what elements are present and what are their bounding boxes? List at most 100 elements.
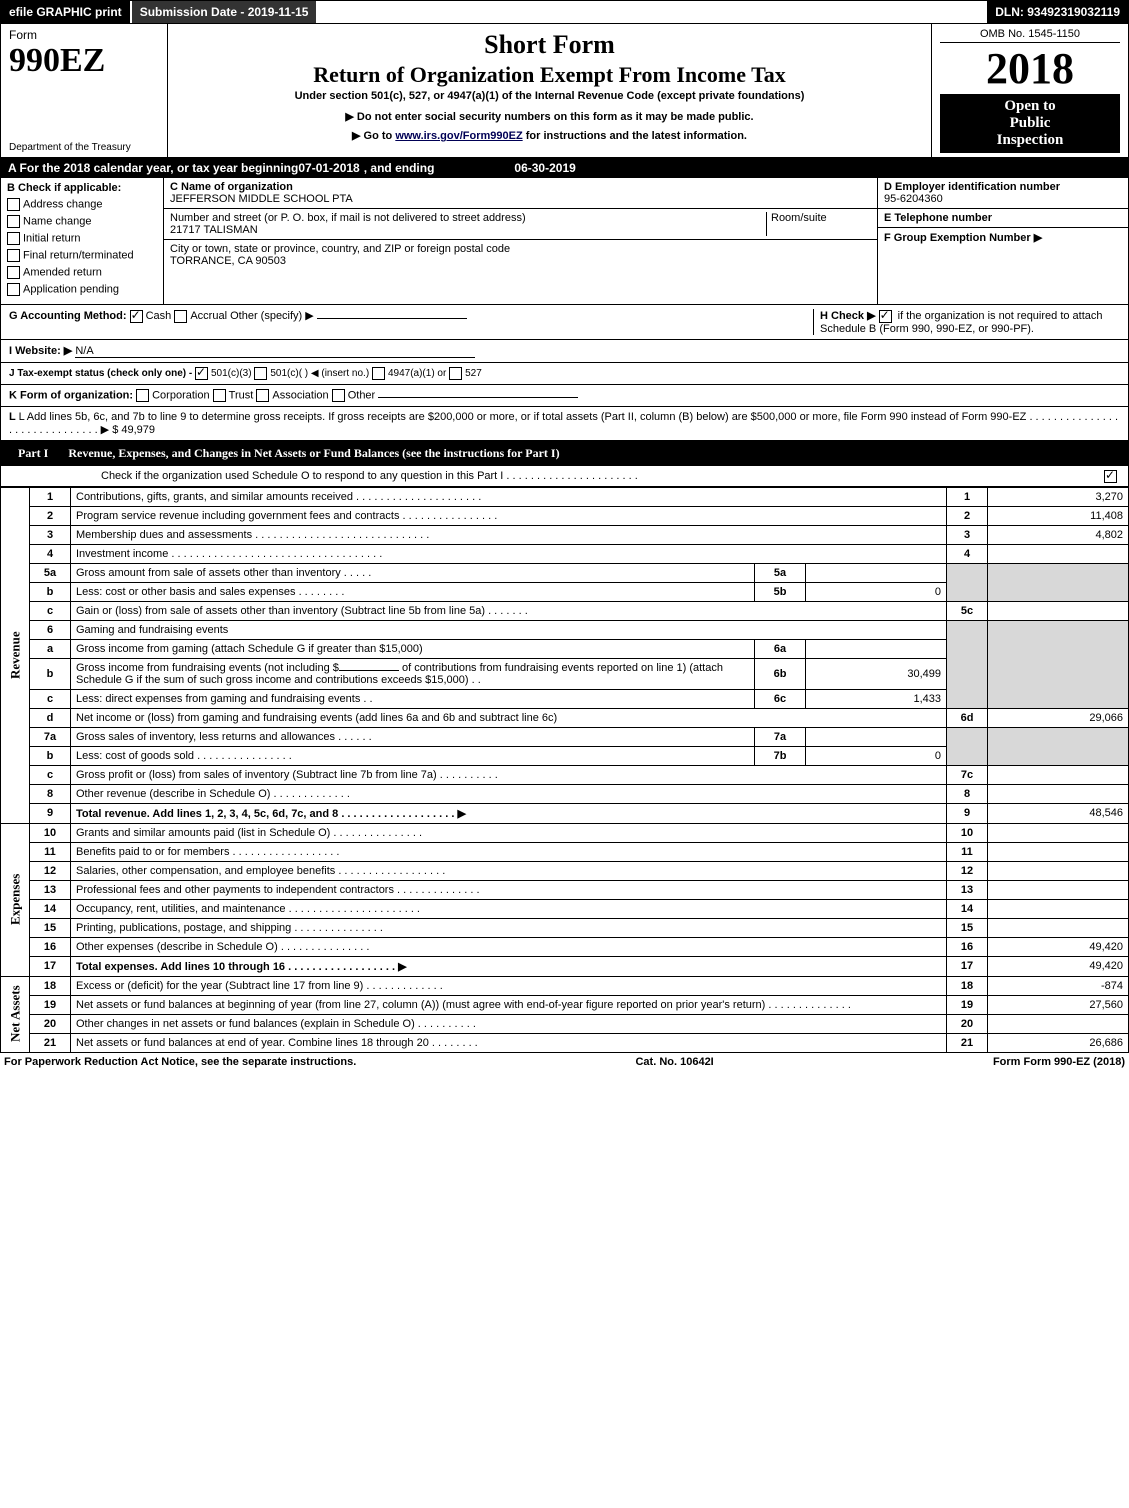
website-row: I Website: ▶ N/A [0,340,1129,363]
phone-row: E Telephone number [878,209,1128,228]
e-label: E Telephone number [884,212,992,224]
assoc-label: Association [272,389,328,401]
h-label: H Check ▶ [820,310,876,322]
row-15: 15Printing, publications, postage, and s… [1,918,1129,937]
period-mid: , and ending [360,161,515,175]
cb-4947[interactable] [372,367,385,380]
part1-header: Part I Revenue, Expenses, and Changes in… [0,441,1129,466]
cb-name[interactable]: Name change [7,215,157,228]
527-label: 527 [465,368,482,379]
cb-final[interactable]: Final return/terminated [7,249,157,262]
irs-link[interactable]: www.irs.gov/Form990EZ [395,130,522,142]
row-7a: 7aGross sales of inventory, less returns… [1,727,1129,746]
org-city: TORRANCE, CA 90503 [170,255,286,267]
row-16: 16Other expenses (describe in Schedule O… [1,937,1129,956]
group-exempt-row: F Group Exemption Number ▶ [878,228,1128,247]
period-begin: 07-01-2018 [298,161,359,175]
501c-label: 501(c)( ) ◀ (insert no.) [270,368,369,379]
open2: Public [944,115,1116,132]
ein-value: 95-6204360 [884,193,943,205]
schedo-note: Check if the organization used Schedule … [101,470,638,482]
l-row: L L Add lines 5b, 6c, and 7b to line 9 t… [0,407,1129,441]
open-public: Open to Public Inspection [940,94,1120,153]
cb-assoc[interactable] [256,389,269,402]
f-label: F Group Exemption Number ▶ [884,232,1042,244]
footer-mid: Cat. No. 10642I [635,1056,713,1068]
row-6: 6Gaming and fundraising events [1,620,1129,639]
cb-initial[interactable]: Initial return [7,232,157,245]
i-label: I Website: ▶ [9,345,72,357]
addr-label: Number and street (or P. O. box, if mail… [170,212,526,224]
website-value: N/A [75,345,93,357]
city-label: City or town, state or province, country… [170,243,510,255]
org-name-row: C Name of organization JEFFERSON MIDDLE … [164,178,877,209]
footer-right: Form Form 990-EZ (2018) [993,1056,1125,1068]
cb-other[interactable] [332,389,345,402]
main-title: Return of Organization Exempt From Incom… [176,62,923,88]
revenue-side: Revenue [1,487,30,823]
ssn-note: ▶ Do not enter social security numbers o… [176,110,923,123]
cb-schedb[interactable] [879,310,892,323]
info-grid: B Check if applicable: Address change Na… [0,178,1129,305]
dept-label: Department of the Treasury [9,142,131,153]
g-label: G Accounting Method: [9,310,127,322]
row-3: 3Membership dues and assessments . . . .… [1,525,1129,544]
cb-501c3[interactable] [195,367,208,380]
cb-corp[interactable] [136,389,149,402]
dln-label: DLN: 93492319032119 [987,1,1128,23]
cb-amended[interactable]: Amended return [7,266,157,279]
part1-checknote: Check if the organization used Schedule … [0,466,1129,487]
accrual-label: Accrual [190,310,227,322]
k-label: K Form of organization: [9,389,133,401]
row-20: 20Other changes in net assets or fund ba… [1,1014,1129,1033]
row-1: Revenue 1 Contributions, gifts, grants, … [1,487,1129,506]
501c3-label: 501(c)(3) [211,368,252,379]
form-header: Form 990EZ Department of the Treasury Sh… [0,24,1129,158]
row-21: 21Net assets or fund balances at end of … [1,1033,1129,1052]
netassets-side: Net Assets [1,976,30,1052]
cb-address[interactable]: Address change [7,198,157,211]
goto-post: for instructions and the latest informat… [523,130,747,142]
other-label: Other (specify) ▶ [230,310,314,322]
cb-501c[interactable] [254,367,267,380]
cb-schedo[interactable] [1104,470,1117,483]
row-18: Net Assets 18Excess or (deficit) for the… [1,976,1129,995]
year-cell: OMB No. 1545-1150 2018 Open to Public In… [932,24,1128,157]
row-5c: cGain or (loss) from sale of assets othe… [1,601,1129,620]
j-label: J Tax-exempt status (check only one) - [9,368,192,379]
form-word: Form [9,28,159,42]
row-19: 19Net assets or fund balances at beginni… [1,995,1129,1014]
open1: Open to [944,98,1116,115]
main-table: Revenue 1 Contributions, gifts, grants, … [0,487,1129,1053]
org-column: C Name of organization JEFFERSON MIDDLE … [164,178,878,304]
cb-pending[interactable]: Application pending [7,283,157,296]
part1-title: Revenue, Expenses, and Changes in Net As… [68,446,559,461]
row-17: 17Total expenses. Add lines 10 through 1… [1,956,1129,976]
k-row: K Form of organization: Corporation Trus… [0,385,1129,407]
submission-date: Submission Date - 2019-11-15 [130,1,317,23]
topbar: efile GRAPHIC print Submission Date - 20… [0,0,1129,24]
b-label: B Check if applicable: [7,182,157,194]
ein-row: D Employer identification number 95-6204… [878,178,1128,209]
efile-label: efile GRAPHIC print [1,1,130,23]
period-pre: A For the 2018 calendar year, or tax yea… [8,161,298,175]
4947-label: 4947(a)(1) or [388,368,446,379]
open3: Inspection [944,132,1116,149]
g-h-row: G Accounting Method: Cash Accrual Other … [0,305,1129,340]
cb-527[interactable] [449,367,462,380]
subtitle: Under section 501(c), 527, or 4947(a)(1)… [176,90,923,102]
trust-label: Trust [229,389,254,401]
tax-year: 2018 [940,43,1120,94]
form-id-cell: Form 990EZ Department of the Treasury [1,24,168,157]
part1-label: Part I [8,444,58,463]
row-5a: 5aGross amount from sale of assets other… [1,563,1129,582]
cb-accrual[interactable] [174,310,187,323]
period-row: A For the 2018 calendar year, or tax yea… [0,158,1129,178]
cb-trust[interactable] [213,389,226,402]
cb-cash[interactable] [130,310,143,323]
period-end: 06-30-2019 [514,161,575,175]
j-row: J Tax-exempt status (check only one) - 5… [0,363,1129,385]
row-6d: dNet income or (loss) from gaming and fu… [1,708,1129,727]
kother-label: Other [348,389,376,401]
c-label: C Name of organization [170,181,293,193]
